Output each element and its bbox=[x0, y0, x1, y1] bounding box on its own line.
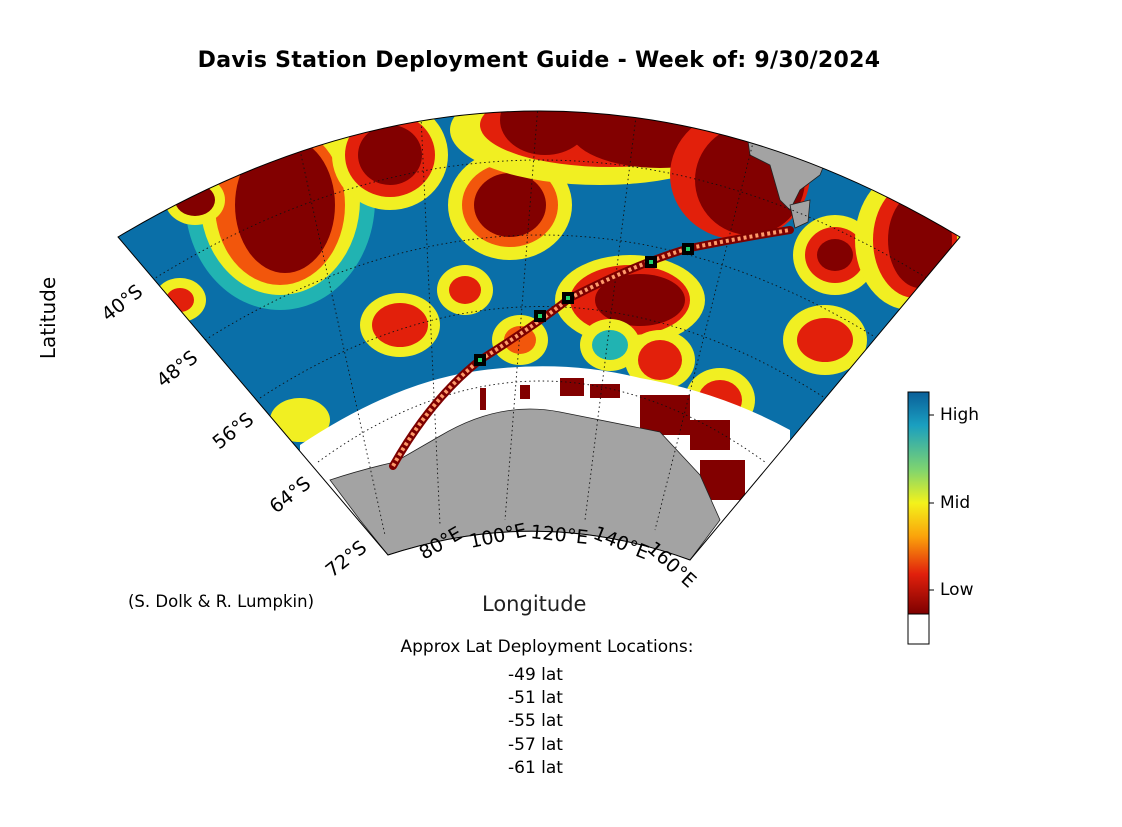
colorbar-nodata-swatch bbox=[907, 613, 930, 645]
lon-tick-120: 120°E bbox=[529, 521, 589, 549]
credit-text: (S. Dolk & R. Lumpkin) bbox=[128, 592, 315, 611]
map-sector bbox=[118, 111, 960, 560]
field-blobs bbox=[154, 111, 960, 442]
colorbar-label-high: High bbox=[940, 405, 980, 425]
lat-tick-48: 48°S bbox=[153, 346, 203, 392]
colorbar-label-mid: Mid bbox=[940, 493, 971, 513]
map-frame bbox=[117, 110, 961, 561]
lat-tick-56: 56°S bbox=[209, 408, 259, 454]
deployment-location: -51 lat bbox=[508, 688, 563, 709]
colorbar-label-low: Low bbox=[940, 580, 974, 600]
y-axis-label: Latitude bbox=[36, 276, 60, 360]
ice-edge-fringe bbox=[480, 378, 745, 500]
lat-tick-64: 64°S bbox=[266, 472, 316, 518]
deployment-location: -57 lat bbox=[508, 734, 563, 755]
deployment-list: -49 lat -51 lat -55 lat -57 lat -61 lat bbox=[508, 664, 563, 780]
deployment-location: -55 lat bbox=[508, 711, 563, 732]
tasmania-land bbox=[789, 199, 811, 229]
map-title: Davis Station Deployment Guide - Week of… bbox=[197, 48, 881, 73]
lat-tick-72: 72°S bbox=[322, 536, 372, 582]
colorbar bbox=[907, 391, 934, 645]
colorbar-gradient bbox=[907, 391, 930, 615]
deployment-location: -61 lat bbox=[508, 757, 563, 778]
deployment-markers bbox=[474, 243, 694, 366]
deployment-heading: Approx Lat Deployment Locations: bbox=[400, 637, 694, 657]
deployment-location: -49 lat bbox=[508, 665, 563, 685]
graticule bbox=[151, 111, 931, 536]
x-axis-label: Longitude bbox=[482, 592, 587, 616]
lat-tick-40: 40°S bbox=[98, 280, 148, 326]
